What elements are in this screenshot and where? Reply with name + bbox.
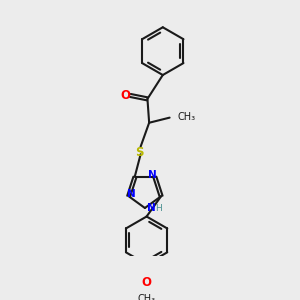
Text: N: N bbox=[148, 170, 157, 180]
Text: H: H bbox=[155, 204, 162, 213]
Text: O: O bbox=[142, 276, 152, 289]
Text: CH₃: CH₃ bbox=[177, 112, 195, 122]
Text: N: N bbox=[127, 189, 136, 199]
Text: O: O bbox=[120, 89, 130, 102]
Text: CH₃: CH₃ bbox=[137, 294, 156, 300]
Text: N: N bbox=[147, 203, 156, 213]
Text: S: S bbox=[136, 146, 144, 159]
